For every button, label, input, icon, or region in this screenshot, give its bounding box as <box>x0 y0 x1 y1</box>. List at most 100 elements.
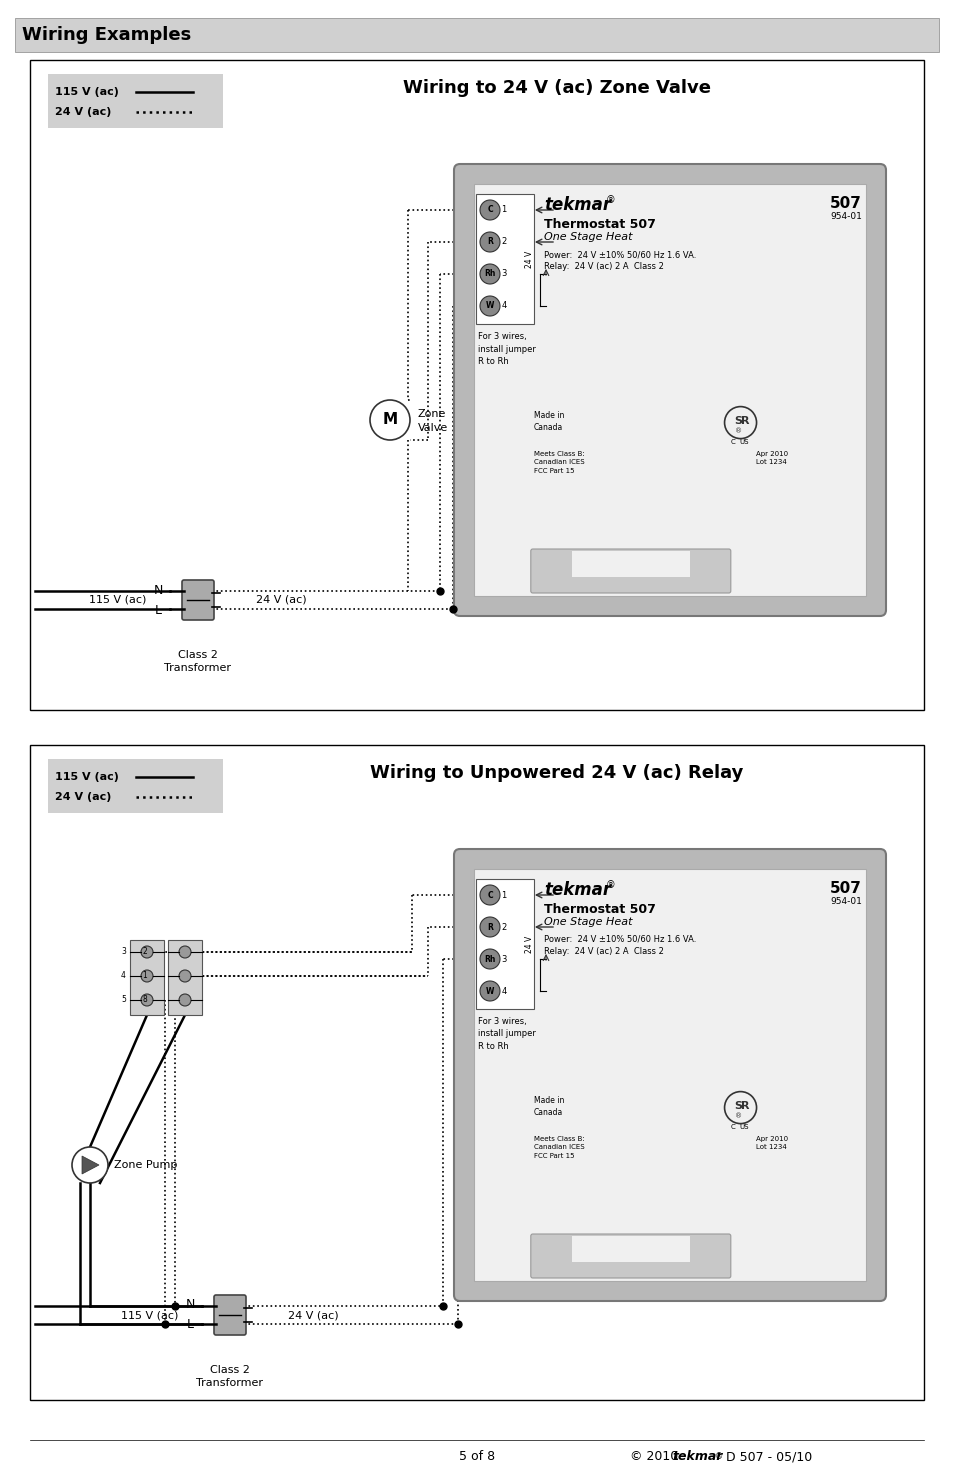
Text: 3: 3 <box>121 947 126 956</box>
Text: Wiring to 24 V (ac) Zone Valve: Wiring to 24 V (ac) Zone Valve <box>402 80 710 97</box>
Text: ®: ® <box>734 1114 741 1120</box>
Polygon shape <box>82 1156 99 1174</box>
Text: C: C <box>729 1124 734 1130</box>
FancyBboxPatch shape <box>454 850 885 1301</box>
Text: C: C <box>487 891 493 900</box>
Text: Class 2: Class 2 <box>210 1364 250 1375</box>
Circle shape <box>370 400 410 440</box>
Text: 1: 1 <box>501 205 506 214</box>
Circle shape <box>141 945 152 957</box>
Circle shape <box>179 994 191 1006</box>
Text: © 2010: © 2010 <box>629 1450 681 1463</box>
Text: One Stage Heat: One Stage Heat <box>543 232 632 242</box>
FancyBboxPatch shape <box>454 164 885 617</box>
Circle shape <box>141 994 152 1006</box>
Circle shape <box>479 885 499 906</box>
Text: 4: 4 <box>501 301 506 311</box>
Circle shape <box>479 981 499 1002</box>
Text: 115 V (ac): 115 V (ac) <box>90 594 147 605</box>
Text: Valve: Valve <box>417 423 448 434</box>
Text: Class 2: Class 2 <box>178 650 217 659</box>
Text: US: US <box>739 1124 748 1130</box>
Text: 507: 507 <box>829 196 862 211</box>
Text: 5 of 8: 5 of 8 <box>458 1450 495 1463</box>
Bar <box>48 760 223 813</box>
Text: Wiring Examples: Wiring Examples <box>22 27 191 44</box>
Bar <box>30 745 923 1400</box>
Circle shape <box>179 945 191 957</box>
Circle shape <box>479 296 499 316</box>
Text: 4: 4 <box>121 972 126 981</box>
Text: 3: 3 <box>500 954 506 963</box>
Text: tekmar: tekmar <box>543 881 611 898</box>
Text: R: R <box>487 922 493 932</box>
Circle shape <box>723 1092 756 1124</box>
Text: 507: 507 <box>829 881 862 895</box>
FancyBboxPatch shape <box>474 869 865 1280</box>
Text: ®: ® <box>714 1453 722 1462</box>
Text: 5: 5 <box>121 996 126 1004</box>
Text: Power:  24 V ±10% 50/60 Hz 1.6 VA.: Power: 24 V ±10% 50/60 Hz 1.6 VA. <box>543 249 696 260</box>
Text: 3: 3 <box>500 270 506 279</box>
Text: Transformer: Transformer <box>196 1378 263 1388</box>
Text: 115 V (ac): 115 V (ac) <box>55 87 119 97</box>
Text: Meets Class B:
Canadian ICES
FCC Part 15: Meets Class B: Canadian ICES FCC Part 15 <box>534 1136 584 1158</box>
FancyBboxPatch shape <box>130 940 164 1015</box>
FancyBboxPatch shape <box>476 879 534 1009</box>
Text: M: M <box>382 413 397 428</box>
Bar <box>30 60 923 709</box>
Text: 1: 1 <box>501 891 506 900</box>
Bar <box>572 1236 689 1263</box>
Text: ®: ® <box>734 429 741 435</box>
Text: 2: 2 <box>501 237 506 246</box>
Text: C: C <box>729 438 734 444</box>
Text: ®: ® <box>605 195 615 205</box>
Circle shape <box>479 948 499 969</box>
Bar <box>48 74 223 128</box>
Text: ®: ® <box>605 881 615 889</box>
FancyBboxPatch shape <box>474 184 865 596</box>
Circle shape <box>141 971 152 982</box>
Text: Relay:  24 V (ac) 2 A  Class 2: Relay: 24 V (ac) 2 A Class 2 <box>543 263 663 271</box>
Text: For 3 wires,
install jumper
R to Rh: For 3 wires, install jumper R to Rh <box>477 1016 536 1052</box>
Text: 115 V (ac): 115 V (ac) <box>55 771 119 782</box>
Text: N: N <box>153 584 163 596</box>
FancyBboxPatch shape <box>182 580 213 620</box>
Text: S: S <box>734 1100 741 1111</box>
Text: 24 V (ac): 24 V (ac) <box>255 594 306 605</box>
Text: Made in
Canada: Made in Canada <box>534 1096 564 1117</box>
Circle shape <box>479 264 499 285</box>
Text: L: L <box>186 1319 193 1332</box>
Text: 1: 1 <box>142 972 147 981</box>
Text: 954-01: 954-01 <box>829 897 862 906</box>
Text: Thermostat 507: Thermostat 507 <box>543 903 655 916</box>
Circle shape <box>71 1148 108 1183</box>
Text: Made in
Canada: Made in Canada <box>534 410 564 432</box>
Text: US: US <box>739 438 748 444</box>
FancyBboxPatch shape <box>476 195 534 324</box>
Circle shape <box>479 917 499 937</box>
Text: Apr 2010
Lot 1234: Apr 2010 Lot 1234 <box>756 1136 787 1150</box>
FancyBboxPatch shape <box>530 549 730 593</box>
Text: 8: 8 <box>142 996 147 1004</box>
Circle shape <box>723 407 756 438</box>
Text: R: R <box>740 416 749 426</box>
Text: W: W <box>485 301 494 311</box>
FancyBboxPatch shape <box>213 1295 246 1335</box>
FancyBboxPatch shape <box>168 940 202 1015</box>
Text: One Stage Heat: One Stage Heat <box>543 917 632 926</box>
Text: 2: 2 <box>142 947 147 956</box>
Text: R: R <box>487 237 493 246</box>
Text: 24 V (ac): 24 V (ac) <box>55 108 112 117</box>
Circle shape <box>479 232 499 252</box>
Text: 115 V (ac): 115 V (ac) <box>121 1310 178 1320</box>
Text: 4: 4 <box>501 987 506 996</box>
Text: Relay:  24 V (ac) 2 A  Class 2: Relay: 24 V (ac) 2 A Class 2 <box>543 947 663 956</box>
Bar <box>572 552 689 577</box>
Text: D 507 - 05/10: D 507 - 05/10 <box>721 1450 811 1463</box>
Text: Rh: Rh <box>484 954 496 963</box>
Text: Meets Class B:
Canadian ICES
FCC Part 15: Meets Class B: Canadian ICES FCC Part 15 <box>534 450 584 473</box>
Text: For 3 wires,
install jumper
R to Rh: For 3 wires, install jumper R to Rh <box>477 332 536 366</box>
Text: 954-01: 954-01 <box>829 212 862 221</box>
FancyBboxPatch shape <box>15 18 938 52</box>
